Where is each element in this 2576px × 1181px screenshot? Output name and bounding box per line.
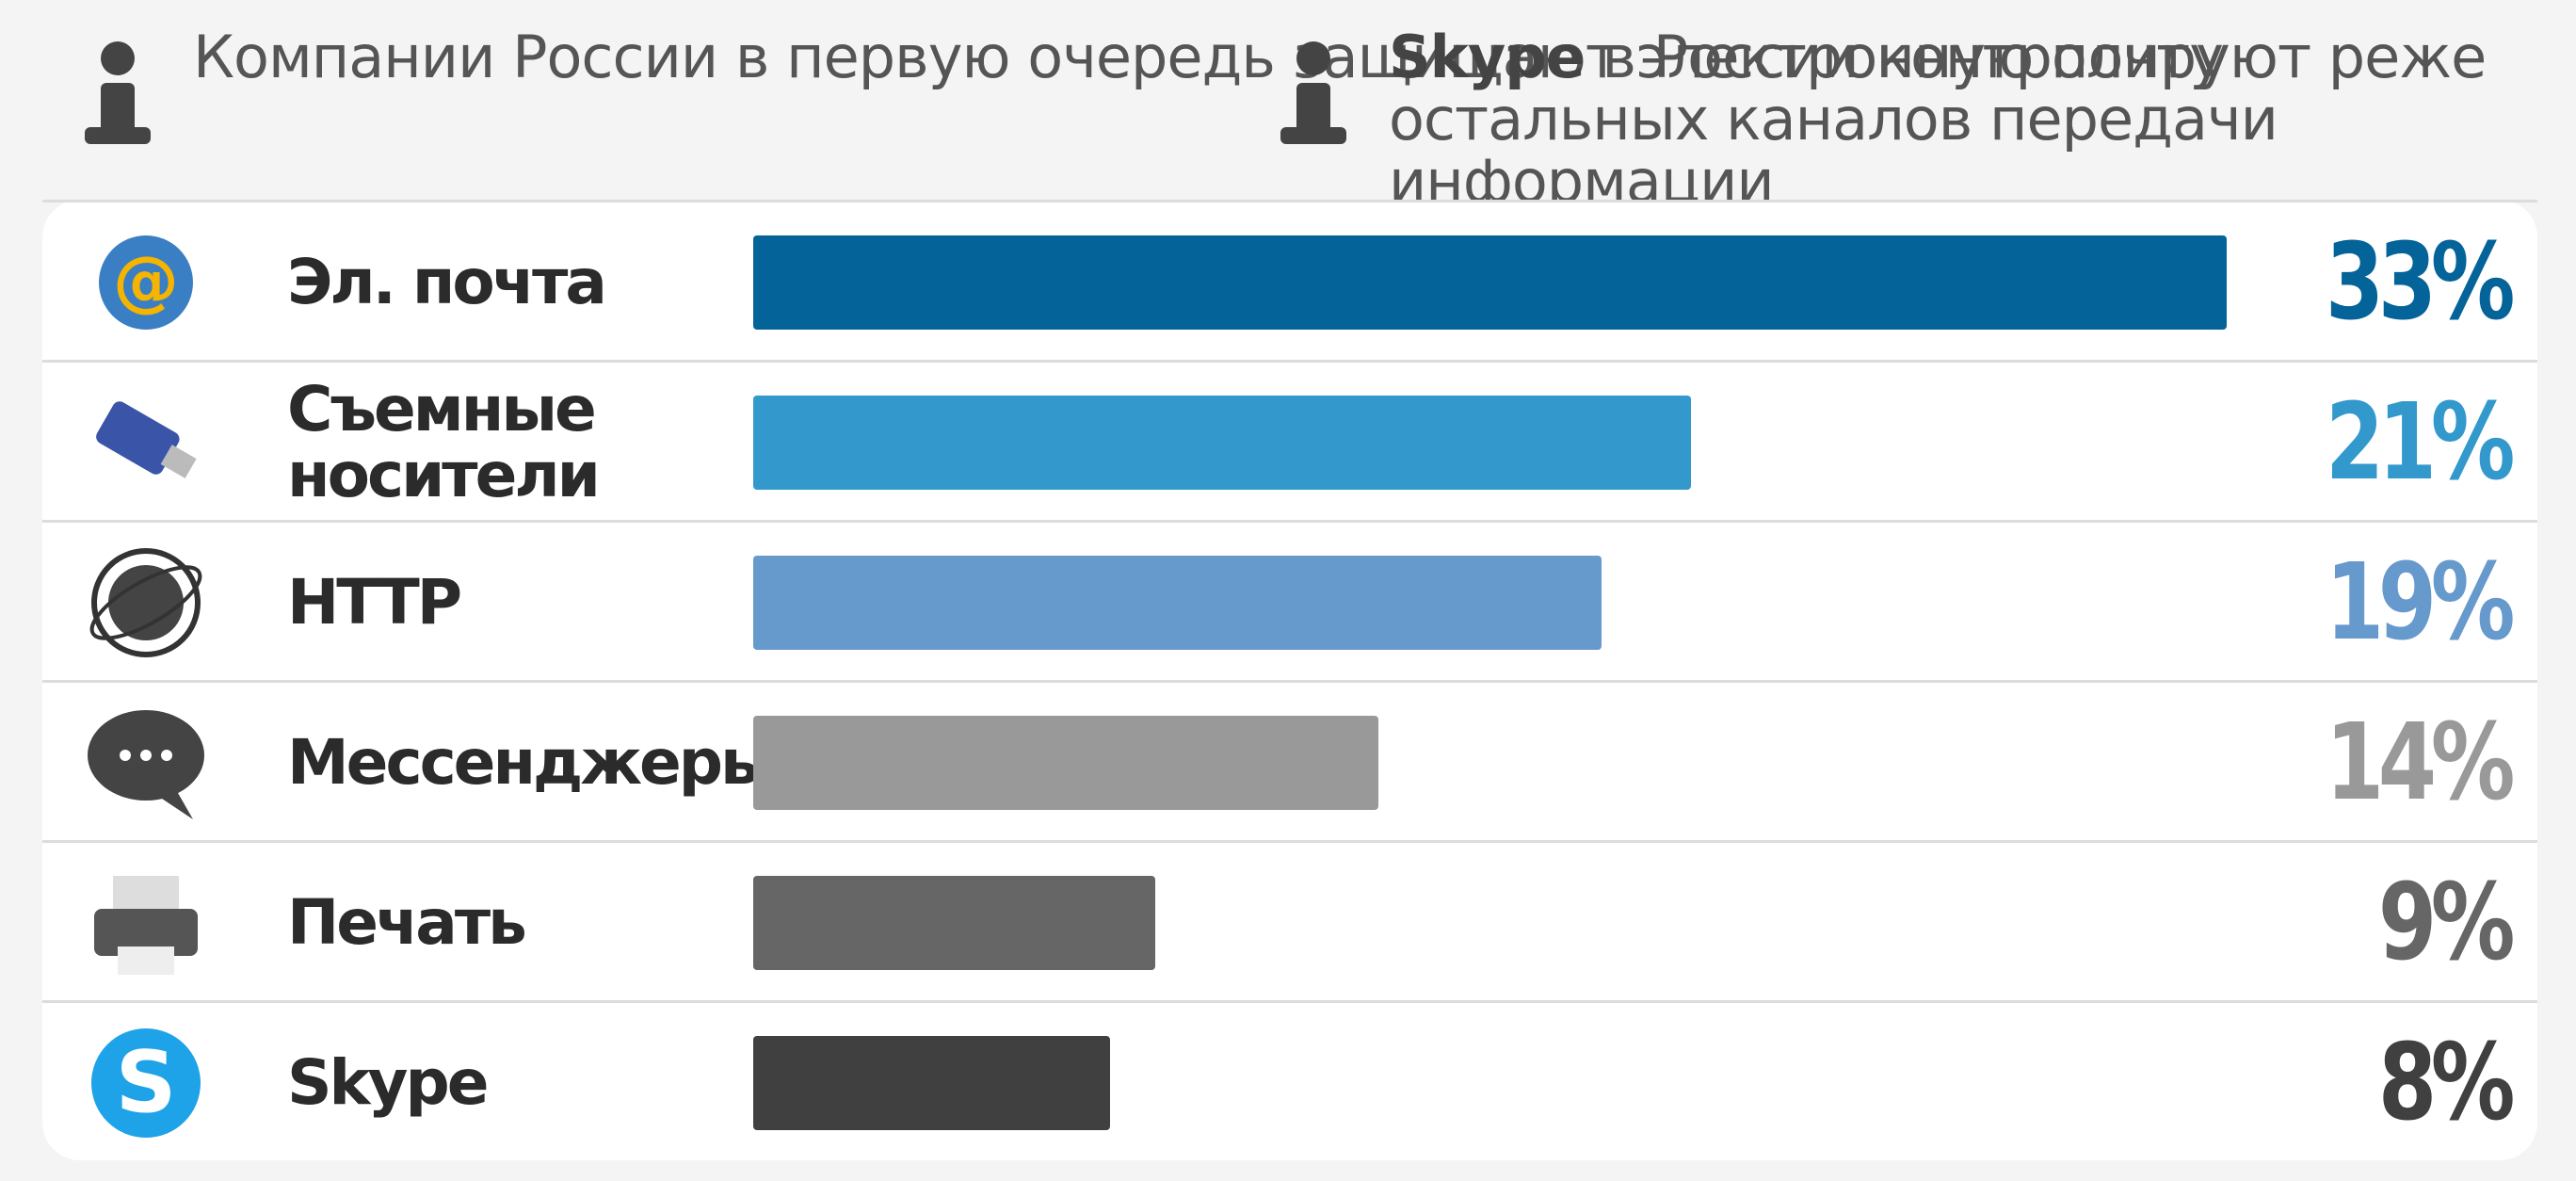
category-icon (94, 876, 198, 975)
bar (753, 235, 2227, 330)
value-label: 21% (2325, 381, 2516, 504)
category-label: HTTP (287, 566, 462, 639)
bar (753, 1036, 1111, 1130)
row: Мессенджеры 14% (42, 680, 2537, 843)
bar (753, 556, 1602, 650)
row: S Skype 8% (42, 1000, 2537, 1163)
value-label: 9% (2377, 862, 2516, 984)
value-label: 19% (2325, 542, 2516, 664)
row: @ Эл. почта 33% (42, 200, 2537, 363)
category-label: Печать (287, 886, 527, 959)
bar (753, 396, 1691, 490)
svg-text:S: S (116, 1033, 177, 1132)
category-label: Мессенджеры (287, 726, 777, 799)
category-icon: @ (99, 235, 193, 330)
category-icon: S (91, 1028, 201, 1138)
note-bold: Skype (1389, 23, 1586, 91)
row: Съемные носители 21% (42, 360, 2537, 523)
row: Печать 9% (42, 840, 2537, 1003)
bar (753, 876, 1155, 970)
category-icon (89, 548, 202, 657)
note-text: Компании России в первую очередь защищаю… (193, 23, 2224, 91)
note-text: в России контролируют реже остальных кан… (1389, 23, 2487, 216)
value-label: 14% (2325, 702, 2516, 824)
bar (753, 716, 1378, 810)
category-label: Эл. почта (287, 246, 607, 318)
category-icon (96, 401, 197, 478)
info-icon (85, 41, 151, 144)
note-right: Skype в России контролируют реже остальн… (1389, 26, 2556, 213)
value-label: 33% (2325, 221, 2516, 344)
note-left: Компании России в первую очередь защищаю… (193, 23, 2224, 91)
category-label: Съемные носители (287, 373, 601, 511)
chart: @ Эл. почта 33% Съемные носители 21% HTTP 19% М… (42, 200, 2537, 1160)
category-label: Skype (287, 1046, 489, 1119)
row: HTTP 19% (42, 520, 2537, 683)
info-icon (1280, 41, 1346, 144)
category-icon (88, 710, 204, 819)
svg-text:@: @ (113, 242, 179, 319)
value-label: 8% (2377, 1022, 2516, 1144)
